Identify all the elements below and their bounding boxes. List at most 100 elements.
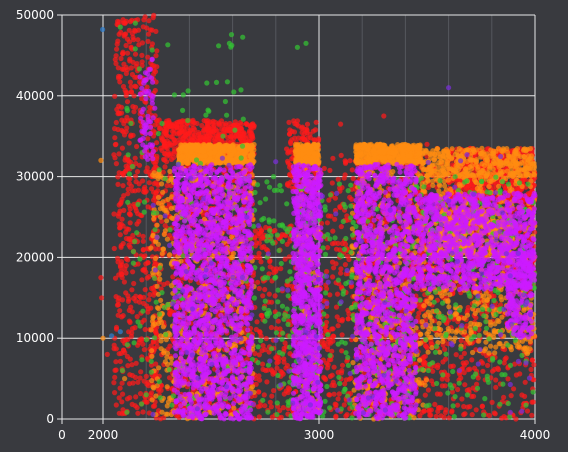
scatter-point	[423, 343, 429, 350]
scatter-point	[368, 141, 374, 147]
scatter-point	[254, 319, 260, 325]
scatter-point	[122, 20, 128, 26]
scatter-point	[127, 220, 133, 226]
scatter-point	[117, 225, 123, 231]
scatter-point	[286, 386, 293, 392]
scatter-point	[126, 27, 132, 33]
scatter-point	[327, 392, 333, 398]
scatter-point	[129, 326, 136, 332]
scatter-point	[127, 211, 133, 217]
scatter-point	[239, 121, 245, 127]
scatter-point	[145, 136, 151, 142]
scatter-point	[225, 125, 231, 131]
scatter-point	[121, 279, 127, 285]
scatter-point	[250, 154, 256, 160]
scatter-point	[164, 145, 170, 151]
scatter-point	[335, 240, 341, 246]
scatter-point	[152, 87, 158, 94]
scatter-point	[116, 151, 122, 157]
scatter-point	[424, 141, 430, 147]
scatter-point	[458, 337, 464, 344]
scatter-point	[325, 344, 331, 350]
scatter-point	[141, 300, 147, 306]
scatter-point	[135, 379, 141, 385]
scatter-point	[126, 39, 133, 45]
scatter-point	[139, 40, 145, 46]
scatter-point	[330, 228, 336, 234]
scatter-point	[289, 128, 295, 134]
scatter-point	[280, 371, 286, 377]
scatter-point	[329, 241, 336, 247]
scatter-point	[133, 84, 139, 90]
scatter-point	[112, 93, 118, 99]
scatter-point	[167, 343, 173, 349]
scatter-point	[223, 121, 229, 127]
scatter-point	[461, 350, 467, 356]
scatter-point	[126, 318, 132, 324]
scatter-point	[256, 414, 262, 420]
scatter-point	[131, 280, 137, 287]
scatter-point	[124, 99, 131, 105]
scatter-point	[330, 333, 336, 339]
scatter-point	[120, 51, 126, 57]
scatter-point	[143, 373, 149, 379]
scatter-point	[119, 272, 125, 278]
scatter-point	[166, 375, 173, 381]
scatter-point	[113, 326, 120, 332]
scatter-point	[128, 132, 134, 138]
scatter-point	[119, 196, 125, 202]
scatter-point	[528, 366, 534, 373]
scatter-point	[326, 339, 332, 345]
scatter-point	[124, 396, 131, 402]
scatter-point	[343, 377, 349, 383]
scatter-point	[350, 176, 356, 182]
scatter-point	[493, 384, 499, 390]
scatter-point	[123, 70, 129, 77]
scatter-point	[268, 324, 274, 331]
scatter-point	[400, 152, 406, 158]
scatter-point	[422, 392, 428, 398]
scatter-point	[112, 142, 118, 148]
scatter-point	[111, 152, 117, 158]
scatter-point	[485, 362, 491, 368]
scatter-point	[141, 267, 147, 273]
scatter-point	[168, 308, 174, 314]
scatter-point	[449, 146, 455, 152]
scatter-point	[344, 412, 350, 418]
scatter-point	[151, 181, 157, 187]
scatter-point	[325, 245, 331, 251]
scatter-point	[146, 31, 152, 37]
scatter-point	[256, 389, 262, 395]
scatter-point	[325, 213, 331, 219]
scatter-point	[123, 64, 129, 71]
scatter-point	[153, 53, 159, 59]
scatter-point	[125, 363, 131, 369]
scatter-point	[172, 137, 178, 143]
scatter-point	[329, 259, 336, 265]
scatter-point	[120, 347, 127, 353]
scatter-point	[349, 196, 355, 202]
scatter-point	[267, 264, 273, 270]
scatter-point	[160, 169, 166, 175]
scatter-point	[431, 157, 438, 163]
scatter-point	[162, 164, 168, 170]
scatter-point	[123, 263, 129, 269]
scatter-point	[149, 41, 155, 47]
scatter-point	[115, 65, 121, 71]
scatter-point	[292, 135, 298, 141]
scatter-point	[140, 233, 146, 239]
scatter-point	[104, 351, 110, 357]
scatter-point	[158, 387, 164, 393]
scatter-point	[114, 46, 120, 52]
scatter-point	[123, 168, 129, 174]
scatter-point	[142, 253, 148, 259]
scatter-point	[120, 172, 127, 178]
scatter-point	[152, 161, 158, 167]
scatter-point	[314, 157, 320, 163]
scatter-point	[128, 45, 134, 51]
scatter-point	[178, 133, 184, 139]
scatter-point	[154, 343, 160, 349]
scatter-point	[140, 341, 146, 347]
scatter-point	[446, 415, 452, 421]
scatter-point	[155, 188, 161, 194]
